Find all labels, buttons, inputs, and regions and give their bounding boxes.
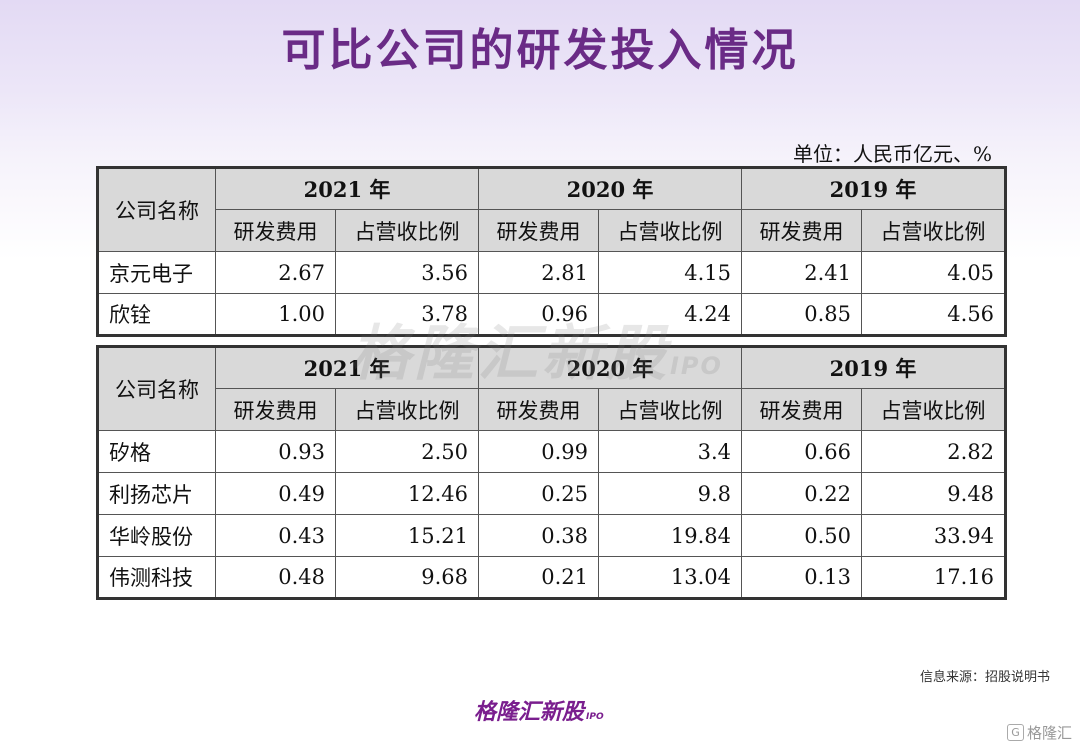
footer-logo: 格隆汇新股 IPO (474, 694, 604, 726)
cell-value: 0.49 (215, 472, 336, 515)
header-rd-expense: 研发费用 (215, 209, 336, 252)
comparison-table-2: 公司名称 2021 年 2020 年 2019 年 研发费用 占营收比例 研发费… (96, 345, 1008, 600)
cell-value: 0.93 (215, 430, 336, 473)
cell-value: 19.84 (598, 514, 743, 557)
table-row: 矽格 0.93 2.50 0.99 3.4 0.66 2.82 (97, 430, 1007, 473)
comparison-table-1: 公司名称 2021 年 2020 年 2019 年 研发费用 占营收比例 研发费… (96, 166, 1008, 337)
table-row: 伟测科技 0.48 9.68 0.21 13.04 0.13 17.16 (97, 556, 1007, 599)
cell-value: 0.50 (741, 514, 863, 557)
cell-value: 2.81 (478, 251, 600, 294)
header-revenue-ratio: 占营收比例 (334, 388, 480, 431)
header-rd-expense: 研发费用 (478, 209, 600, 252)
company-name: 伟测科技 (97, 556, 216, 599)
cell-value: 0.43 (215, 514, 336, 557)
header-revenue-ratio: 占营收比例 (334, 209, 480, 252)
cell-value: 17.16 (861, 556, 1007, 599)
cell-value: 0.99 (478, 430, 600, 473)
company-name: 欣铨 (97, 293, 216, 336)
company-name: 利扬芯片 (97, 472, 216, 515)
table-row: 华岭股份 0.43 15.21 0.38 19.84 0.50 33.94 (97, 514, 1007, 557)
company-name: 京元电子 (97, 251, 216, 294)
header-rd-expense: 研发费用 (478, 388, 600, 431)
cell-value: 3.56 (334, 251, 480, 294)
corner-brand-text: 格隆汇 (1026, 724, 1072, 742)
header-revenue-ratio: 占营收比例 (861, 388, 1007, 431)
unit-note: 单位：人民币亿元、% (792, 142, 992, 166)
cell-value: 4.05 (861, 251, 1007, 294)
header-year-2020: 2020 年 (478, 346, 743, 389)
header-rd-expense: 研发费用 (741, 388, 863, 431)
cell-value: 2.82 (861, 430, 1007, 473)
cell-value: 33.94 (861, 514, 1007, 557)
header-year-2019: 2019 年 (741, 346, 1007, 389)
cell-value: 0.96 (478, 293, 600, 336)
footer-logo-text: 格隆汇新股 (474, 700, 585, 725)
page-title: 可比公司的研发投入情况 (281, 25, 799, 76)
cell-value: 9.8 (598, 472, 743, 515)
table-row: 利扬芯片 0.49 12.46 0.25 9.8 0.22 9.48 (97, 472, 1007, 515)
cell-value: 3.78 (334, 293, 480, 336)
cell-value: 12.46 (334, 472, 480, 515)
cell-value: 2.50 (334, 430, 480, 473)
company-name: 矽格 (97, 430, 216, 473)
cell-value: 2.67 (215, 251, 336, 294)
cell-value: 0.38 (478, 514, 600, 557)
cell-value: 2.41 (741, 251, 863, 294)
header-rd-expense: 研发费用 (215, 388, 336, 431)
header-year-2021: 2021 年 (214, 167, 480, 210)
cell-value: 9.48 (861, 472, 1007, 515)
cell-value: 9.68 (334, 556, 480, 599)
cell-value: 3.4 (598, 430, 743, 473)
header-revenue-ratio: 占营收比例 (598, 209, 743, 252)
cell-value: 1.00 (215, 293, 336, 336)
header-company: 公司名称 (97, 346, 216, 431)
cell-value: 4.56 (861, 293, 1007, 336)
cell-value: 0.13 (741, 556, 863, 599)
cell-value: 0.48 (215, 556, 336, 599)
cell-value: 15.21 (334, 514, 480, 557)
header-company: 公司名称 (97, 167, 216, 252)
table-row: 欣铨 1.00 3.78 0.96 4.24 0.85 4.56 (97, 293, 1007, 336)
table-row: 京元电子 2.67 3.56 2.81 4.15 2.41 4.05 (97, 251, 1007, 294)
cell-value: 4.15 (598, 251, 743, 294)
company-name: 华岭股份 (97, 514, 216, 557)
header-revenue-ratio: 占营收比例 (861, 209, 1007, 252)
cell-value: 0.22 (741, 472, 863, 515)
cell-value: 0.25 (478, 472, 600, 515)
cell-value: 0.66 (741, 430, 863, 473)
footer-logo-sub: IPO (586, 712, 604, 722)
cell-value: 0.85 (741, 293, 863, 336)
cell-value: 4.24 (598, 293, 743, 336)
brand-logo-icon: G (1006, 724, 1024, 741)
corner-brand: G 格隆汇 (1006, 722, 1072, 743)
header-rd-expense: 研发费用 (741, 209, 863, 252)
source-note: 信息来源：招股说明书 (919, 670, 1050, 685)
header-year-2019: 2019 年 (741, 167, 1007, 210)
header-year-2021: 2021 年 (214, 346, 480, 389)
cell-value: 0.21 (478, 556, 600, 599)
header-year-2020: 2020 年 (478, 167, 743, 210)
cell-value: 13.04 (598, 556, 743, 599)
header-revenue-ratio: 占营收比例 (598, 388, 743, 431)
